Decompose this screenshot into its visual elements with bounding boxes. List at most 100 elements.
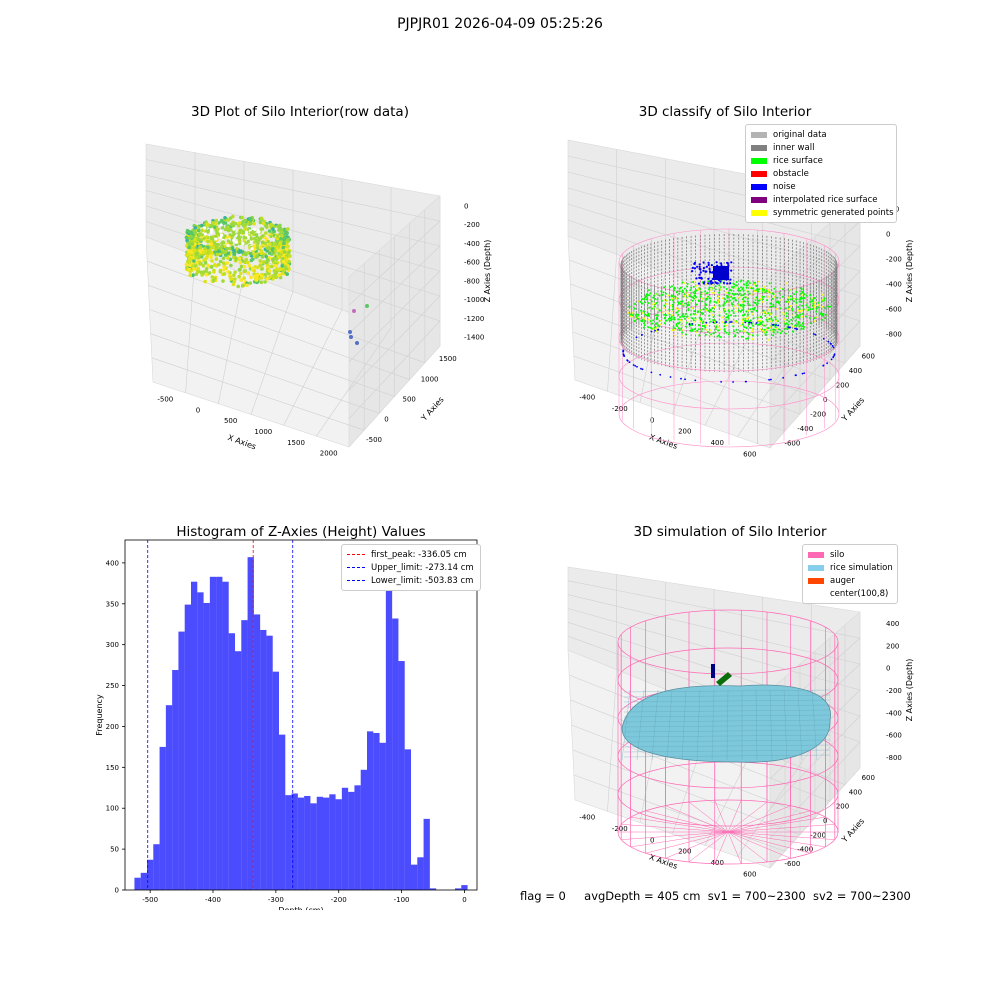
cls-rice-point: [668, 313, 671, 316]
cls-symmetric-point: [682, 329, 684, 331]
cls-rice-point: [803, 293, 806, 296]
cls-rice-point: [648, 294, 651, 297]
histogram-bar: [392, 618, 399, 890]
raw-point: [254, 233, 259, 237]
cls-rice-point: [668, 308, 671, 311]
sim-silo-spoke: [727, 831, 768, 863]
cls-rice-point: [718, 284, 721, 287]
cls-noise-point: [711, 271, 714, 274]
cls-rice-point: [795, 324, 798, 327]
cls-rice-point: [807, 309, 810, 312]
cls-symmetric-point: [757, 319, 760, 322]
cls-rice-point: [672, 299, 675, 302]
cls-rice-point: [773, 328, 776, 331]
cls-rice-point: [801, 322, 804, 325]
cls-rice-point: [743, 283, 746, 286]
sim-y-tick-label: 600: [862, 774, 875, 782]
cls-symmetric-point: [725, 324, 728, 327]
sim-silo-spoke: [727, 831, 791, 859]
cls-rice-point: [809, 300, 812, 303]
classify-legend-item: original data: [751, 128, 891, 141]
cls-symmetric-point: [698, 289, 700, 292]
cls-rice-point: [767, 312, 770, 314]
cls-rice-point: [653, 294, 656, 297]
cls-rice-point: [743, 326, 746, 329]
cls-rice-point: [740, 294, 743, 297]
raw-y-tick-label: 0: [384, 416, 388, 424]
cls-rice-point: [709, 320, 712, 323]
cls-symmetric-point: [753, 283, 756, 286]
sim-y-tick-label: -400: [797, 846, 813, 854]
cls-rice-point: [794, 319, 797, 322]
cls-symmetric-point: [670, 310, 673, 313]
cls-rice-point: [763, 328, 766, 331]
cls-noise-point: [710, 264, 714, 267]
cls-rice-point: [673, 318, 676, 321]
raw-point: [218, 259, 223, 264]
cls-symmetric-point: [663, 298, 665, 301]
raw-point: [277, 224, 281, 229]
cls-symmetric-point: [792, 314, 795, 317]
raw-point: [252, 221, 256, 226]
cls-rice-point: [746, 313, 749, 316]
cls-rice-point: [640, 319, 643, 322]
cls-symmetric-point: [760, 325, 763, 327]
histogram-bar: [310, 803, 317, 890]
raw-point: [281, 245, 286, 250]
cls-rice-point: [736, 293, 739, 295]
cls-noise-point: [702, 267, 706, 270]
histogram-legend-item: Lower_limit: -503.83 cm: [347, 574, 475, 587]
histogram-legend-swatch: [347, 554, 365, 555]
cls-symmetric-point: [699, 320, 702, 323]
histogram-bar: [291, 793, 298, 890]
cls-symmetric-point: [797, 309, 800, 312]
cls-rice-point: [686, 315, 689, 318]
raw-point: [250, 266, 255, 271]
cls-noise-point: [831, 345, 834, 347]
histogram-legend-label: Upper_limit: -273.14 cm: [371, 562, 474, 573]
raw-point: [262, 260, 266, 264]
raw-point: [274, 275, 279, 280]
cls-rice-point: [770, 324, 773, 327]
histogram-bar: [323, 797, 330, 890]
raw-point: [279, 252, 283, 257]
cls-rice-point: [661, 293, 664, 296]
cls-z-tick-label: -400: [886, 281, 902, 289]
cls-rice-point: [703, 325, 706, 327]
sim-surface-mesh: [623, 689, 831, 693]
histogram-bar: [178, 631, 185, 890]
cls-symmetric-point: [742, 321, 744, 324]
sim-surface-mesh: [623, 724, 831, 728]
cls-noise-point: [641, 368, 644, 371]
cls-symmetric-point: [741, 319, 744, 322]
cls-rice-point: [675, 311, 678, 314]
raw-point: [209, 230, 213, 234]
cls-symmetric-point: [711, 314, 714, 316]
cls-symmetric-point: [813, 306, 816, 309]
cls-rice-point: [789, 295, 792, 298]
cls-symmetric-point: [744, 330, 746, 332]
sv1-text: sv1 = 700~2300: [707, 889, 806, 903]
cls-rice-point: [800, 300, 803, 303]
raw-point: [228, 241, 232, 245]
cls-rice-point: [745, 284, 748, 287]
raw-point: [210, 275, 215, 279]
cls-symmetric-point: [737, 296, 739, 299]
cls-noise-point: [708, 267, 711, 271]
cls-symmetric-point: [685, 292, 687, 294]
cls-rice-point: [790, 318, 793, 321]
cls-symmetric-point: [711, 291, 714, 294]
cls-rice-point: [717, 329, 720, 332]
sim-surface-mesh: [636, 689, 645, 761]
cls-rice-point: [702, 308, 705, 311]
cls-rice-point: [772, 303, 775, 306]
simulation-plot-title: 3D simulation of Silo Interior: [633, 524, 827, 540]
cls-rice-point: [809, 308, 812, 311]
histogram-bar: [165, 705, 173, 890]
cls-noise-point: [640, 367, 642, 370]
raw-point: [194, 260, 199, 265]
raw-point: [242, 269, 247, 274]
raw-point: [282, 250, 287, 254]
cls-symmetric-point: [740, 324, 742, 327]
cls-rice-point: [741, 298, 744, 301]
